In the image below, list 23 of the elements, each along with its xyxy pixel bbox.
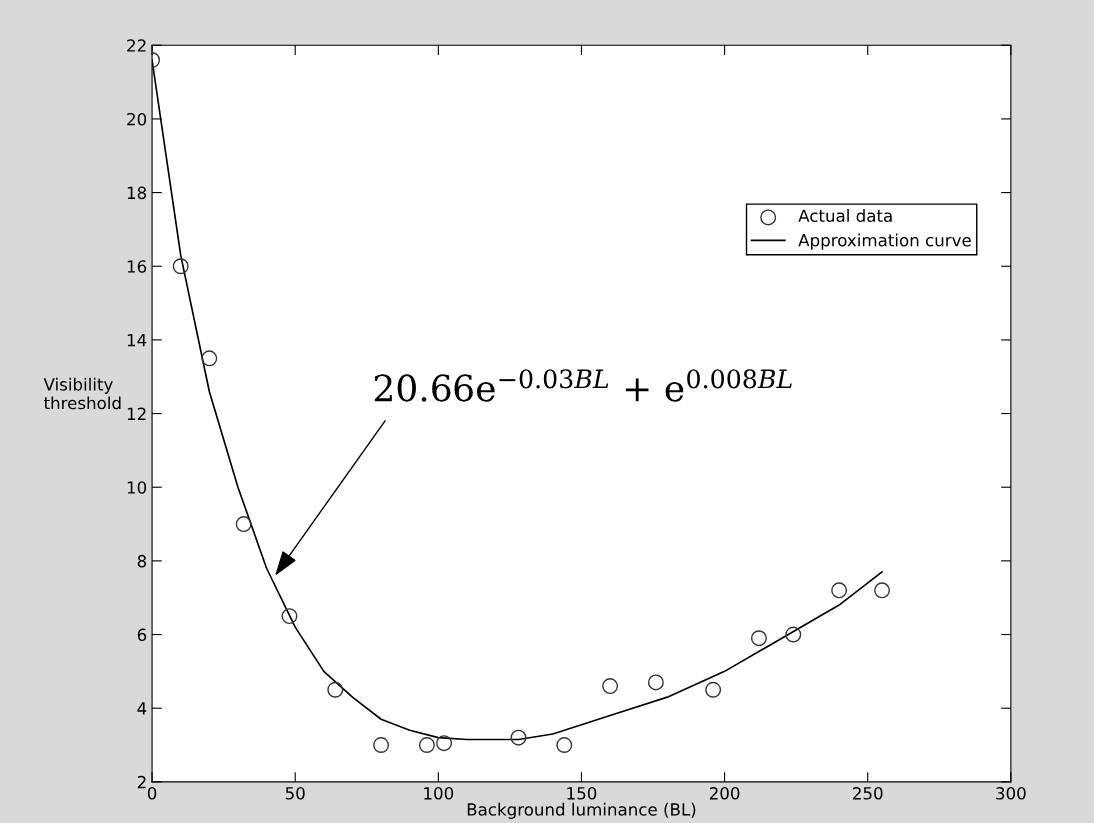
y-tick-label: 10	[127, 481, 147, 494]
y-axis-title: Visibility threshold	[43, 377, 121, 410]
x-axis-title: Background luminance (BL)	[467, 802, 696, 819]
x-tick-label: 0	[147, 787, 157, 800]
y-tick-label: 20	[127, 112, 147, 126]
y-tick-label: 12	[127, 407, 146, 420]
legend-label: Approximation curve	[798, 233, 971, 250]
x-tick-label: 200	[709, 787, 740, 800]
annotation: 20.66e$^{−0.03BL}$ + e$^{0.008BL}$	[374, 369, 792, 402]
y-tick-label: 18	[127, 186, 147, 200]
y-tick-label: 16	[127, 260, 147, 273]
x-tick-label: 50	[285, 787, 305, 800]
x-tick-label: 150	[567, 787, 597, 800]
legend-label: Actual data	[798, 209, 892, 223]
y-tick-label: 2	[137, 775, 146, 789]
y-tick-label: 22	[127, 39, 146, 52]
x-tick-label: 100	[424, 787, 454, 800]
y-tick-label: 14	[127, 334, 147, 347]
x-tick-label: 300	[996, 787, 1026, 800]
x-tick-label: 250	[853, 787, 883, 800]
y-tick-label: 6	[137, 628, 147, 642]
y-tick-label: 4	[137, 702, 147, 715]
y-tick-label: 8	[137, 554, 147, 568]
